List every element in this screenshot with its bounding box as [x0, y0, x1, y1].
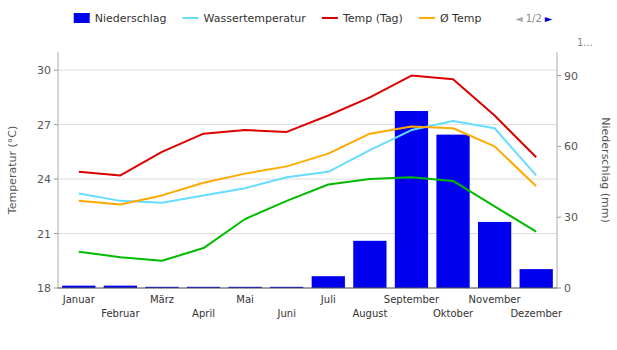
tick-label: 27	[37, 119, 51, 132]
legend-label: Ø Temp	[440, 12, 481, 25]
plot-area	[62, 76, 553, 288]
tick-mark	[54, 288, 58, 289]
bar	[395, 111, 428, 288]
bar	[436, 135, 469, 288]
bar	[353, 241, 386, 288]
tick-label: 21	[37, 228, 51, 241]
tick-mark	[54, 124, 58, 125]
bar	[520, 269, 553, 288]
bar	[478, 222, 511, 288]
category-label: März	[150, 294, 174, 305]
chart: 18 21 24 27 30 0 30 60 90 Januar Februar März April M…	[0, 0, 617, 350]
x-axis-line	[58, 288, 557, 289]
tick-label: 0	[564, 282, 571, 295]
tick-mark	[54, 70, 58, 71]
grid-line	[58, 179, 557, 180]
category-label: September	[384, 294, 440, 305]
category-label: Januar	[62, 294, 96, 305]
tick-mark	[557, 146, 561, 147]
category-label: August	[352, 308, 387, 319]
legend-swatch	[74, 13, 90, 23]
tick-mark	[54, 233, 58, 234]
tick-mark	[557, 75, 561, 76]
category-label: Juni	[277, 308, 296, 319]
legend: Niederschlag Wassertemperatur Temp (Tag) Ø …	[74, 12, 482, 25]
legend-label: Wassertemperatur	[204, 12, 307, 25]
category-label: November	[469, 294, 522, 305]
pager-text: 1/2	[526, 13, 542, 24]
tick-mark	[557, 217, 561, 218]
tick-label: 30	[37, 64, 51, 77]
tick-label: 60	[564, 140, 578, 153]
category-label: Mai	[236, 294, 254, 305]
annotation: 1...	[577, 37, 593, 48]
category-label: Februar	[101, 308, 140, 319]
legend-label: Niederschlag	[95, 12, 167, 25]
pager-text: ►	[545, 13, 553, 24]
category-label: April	[192, 308, 215, 319]
line	[79, 177, 536, 261]
bar	[312, 276, 345, 288]
legend-swatch	[419, 17, 435, 19]
category-label: Oktober	[433, 308, 474, 319]
pager-text: ◄	[515, 13, 523, 24]
category-label: Dezember	[510, 308, 562, 319]
category-label: Juli	[320, 294, 336, 305]
legend-swatch	[183, 17, 199, 19]
tick-mark	[54, 179, 58, 180]
y-axis-line	[58, 52, 59, 288]
grid-line	[58, 288, 557, 289]
tick-mark	[557, 288, 561, 289]
tick-label: 18	[37, 282, 51, 295]
legend-swatch	[322, 17, 338, 19]
grid-line	[58, 70, 557, 71]
y2-axis-line	[557, 52, 558, 288]
y2-axis-label: Niederschlag (mm)	[599, 117, 612, 222]
tick-label: 90	[564, 70, 578, 83]
tick-label: 24	[37, 173, 51, 186]
tick-label: 30	[564, 211, 578, 224]
legend-label: Temp (Tag)	[342, 12, 403, 25]
y-axis-label: Temperatur (°C)	[6, 126, 19, 215]
